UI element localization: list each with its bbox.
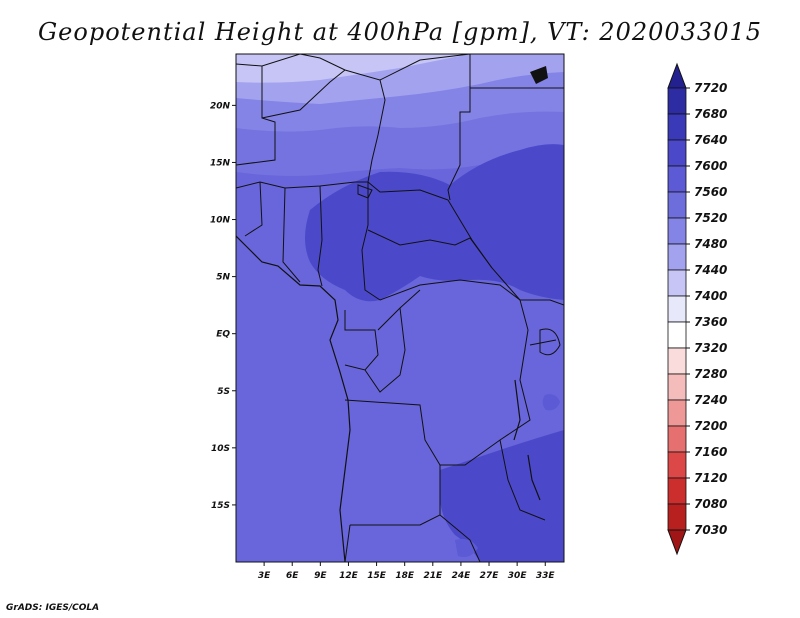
- colorbar-swatch: [667, 373, 687, 401]
- colorbar: 7720 7680 7640 7600 7560 7520 7480 7440 7400 7360…: [667, 62, 727, 556]
- colorbar-swatch: [667, 321, 687, 349]
- colorbar-swatch: [667, 269, 687, 297]
- lake-victoria: [539, 328, 561, 356]
- colorbar-swatch: [667, 425, 687, 453]
- colorbar-swatch: [667, 243, 687, 271]
- lon-tick-label: 24E: [452, 571, 472, 581]
- colorbar-label: 7720: [694, 81, 727, 95]
- colorbar-label: 7600: [694, 159, 727, 173]
- map-panel: [236, 54, 564, 562]
- lat-tick-label: 10S: [211, 444, 230, 454]
- lat-tick-label: 15N: [210, 158, 231, 168]
- lon-tick-label: 18E: [395, 571, 415, 581]
- map-title: Geopotential Height at 400hPa [gpm], VT:…: [38, 18, 762, 46]
- colorbar-label: 7520: [694, 211, 727, 225]
- colorbar-top-triangle: [667, 62, 687, 89]
- colorbar-label: 7360: [694, 315, 727, 329]
- colorbar-label: 7280: [694, 367, 727, 381]
- height-band-7600-south: [440, 430, 564, 562]
- lake-chad: [357, 184, 373, 199]
- colorbar-swatch: [667, 477, 687, 505]
- colorbar-label: 7200: [694, 419, 727, 433]
- colorbar-label: 7440: [694, 263, 727, 277]
- lat-tick-label: EQ: [216, 330, 230, 340]
- colorbar-label: 7640: [694, 133, 727, 147]
- colorbar-label: 7560: [694, 185, 727, 199]
- map-frame: [235, 53, 565, 563]
- lon-tick-label: 3E: [258, 571, 271, 581]
- sinai-coast: [530, 66, 548, 84]
- longitude-axis: 3E 6E 9E 12E 15E 18E 21E 24E 27E 30E 33E: [258, 562, 556, 581]
- colorbar-swatch: [667, 503, 687, 531]
- colorbar-label: 7160: [694, 445, 727, 459]
- colorbar-swatch: [667, 347, 687, 375]
- height-patch: [455, 539, 478, 557]
- colorbar-swatch: [667, 191, 687, 219]
- lat-tick-label: 5N: [216, 273, 230, 283]
- lon-tick-label: 27E: [480, 571, 500, 581]
- lat-tick-label: 5S: [217, 387, 230, 397]
- colorbar-swatch: [667, 165, 687, 193]
- colorbar-swatch: [667, 217, 687, 245]
- colorbar-label: 7080: [694, 497, 727, 511]
- colorbar-label: 7320: [694, 341, 727, 355]
- colorbar-swatch: [667, 113, 687, 141]
- lake-tanganyika: [513, 379, 521, 441]
- colorbar-bottom-triangle: [667, 529, 687, 556]
- colorbar-swatch: [667, 451, 687, 479]
- latitude-axis: 20N 15N 10N 5N EQ 5S 10S 15S: [210, 101, 236, 511]
- height-patch: [542, 394, 560, 411]
- colorbar-label: 7120: [694, 471, 727, 485]
- colorbar-label: 7400: [694, 289, 727, 303]
- grads-credit: GrADS: IGES/COLA: [6, 603, 100, 613]
- lat-tick-label: 15S: [211, 501, 230, 511]
- lat-tick-label: 10N: [210, 216, 231, 226]
- lon-tick-label: 9E: [314, 571, 327, 581]
- colorbar-label: 7480: [694, 237, 727, 251]
- coastline: [236, 235, 351, 562]
- lon-tick-label: 12E: [339, 571, 359, 581]
- lon-tick-label: 33E: [536, 571, 556, 581]
- colorbar-label: 7030: [694, 523, 727, 537]
- colorbar-swatch: [667, 295, 687, 323]
- colorbar-label: 7680: [694, 107, 727, 121]
- lon-tick-label: 30E: [508, 571, 528, 581]
- lake-malawi: [527, 454, 541, 501]
- colorbar-swatch: [667, 399, 687, 427]
- colorbar-label: 7240: [694, 393, 727, 407]
- lon-tick-label: 6E: [286, 571, 299, 581]
- colorbar-swatch: [667, 87, 687, 115]
- colorbar-swatch: [667, 139, 687, 167]
- height-band-7400: [236, 54, 470, 83]
- lon-tick-label: 21E: [423, 571, 443, 581]
- lon-tick-label: 15E: [367, 571, 387, 581]
- lat-tick-label: 20N: [210, 101, 231, 111]
- country-borders: [236, 54, 564, 562]
